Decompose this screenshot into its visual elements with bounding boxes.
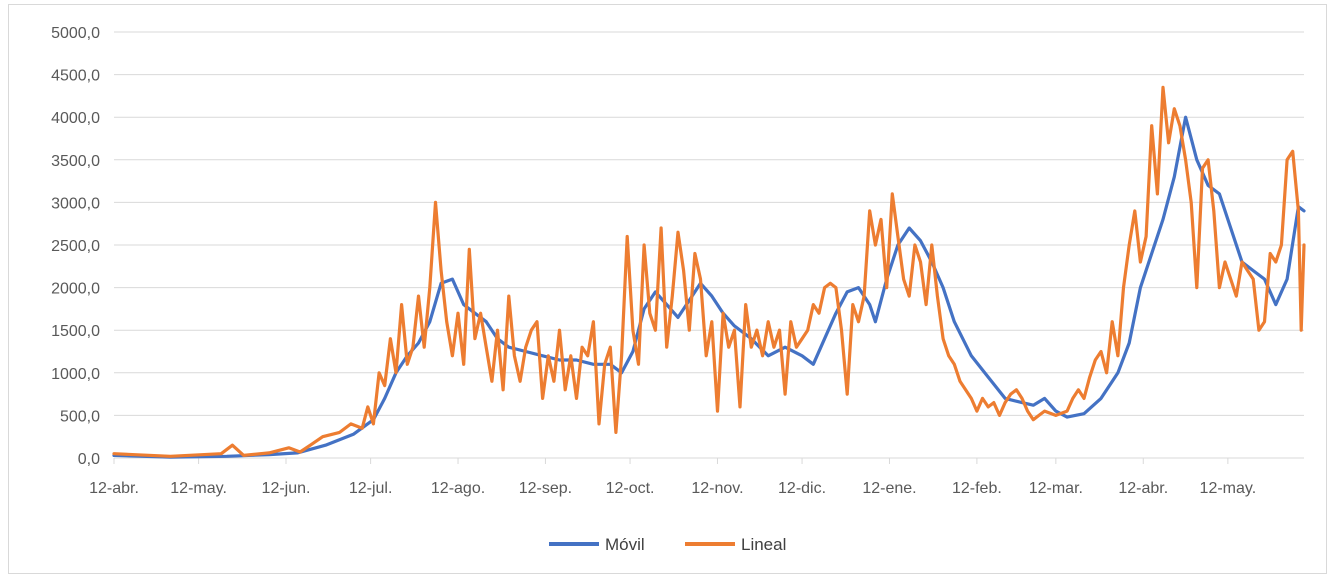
chart-frame: 0,0 500,0 1000,0 1500,0 2000,0 2500,0 3000,0 35… (8, 4, 1327, 574)
y-tick-label: 2500,0 (51, 238, 100, 255)
x-tick-label: 12-mar. (1029, 480, 1083, 497)
y-tick-label: 0,0 (78, 451, 100, 468)
chart-svg: 0,0 500,0 1000,0 1500,0 2000,0 2500,0 3000,0 35… (51, 25, 1306, 554)
y-tick-label: 4500,0 (51, 68, 100, 85)
y-tick-label: 3000,0 (51, 195, 100, 212)
legend-label: Móvil (605, 535, 645, 554)
y-tick-label: 2000,0 (51, 281, 100, 298)
y-tick-label: 1000,0 (51, 366, 100, 383)
series-line-lineal (112, 85, 1306, 458)
y-tick-label: 3500,0 (51, 153, 100, 170)
series-line-mvil (112, 115, 1306, 459)
y-tick-label: 500,0 (60, 408, 100, 425)
x-tick-label: 12-jun. (262, 480, 311, 497)
x-tick-label: 12-nov. (691, 480, 743, 497)
x-tick-label: 12-ago. (431, 480, 485, 497)
x-tick-label: 12-abr. (89, 480, 139, 497)
x-tick-label: 12-may. (170, 480, 227, 497)
legend-label: Lineal (741, 535, 786, 554)
x-tick-label: 12-feb. (952, 480, 1002, 497)
y-tick-label: 1500,0 (51, 323, 100, 340)
x-tick-label: 12-dic. (778, 480, 826, 497)
x-tick-label: 12-ene. (862, 480, 916, 497)
x-tick-label: 12-abr. (1118, 480, 1168, 497)
series-lines (112, 85, 1306, 459)
y-tick-label: 5000,0 (51, 25, 100, 42)
legend: Móvil Lineal (549, 535, 786, 554)
x-tick-label: 12-may. (1200, 480, 1257, 497)
y-axis-ticks: 0,0 500,0 1000,0 1500,0 2000,0 2500,0 3000,0 35… (51, 25, 100, 468)
x-tick-label: 12-oct. (606, 480, 655, 497)
gridlines (114, 31, 1304, 459)
y-tick-label: 4000,0 (51, 110, 100, 127)
x-axis-ticks: 12-abr. 12-may. 12-jun. 12-jul. 12-ago. 12-se… (89, 458, 1256, 497)
x-tick-label: 12-jul. (349, 480, 393, 497)
x-tick-label: 12-sep. (519, 480, 572, 497)
